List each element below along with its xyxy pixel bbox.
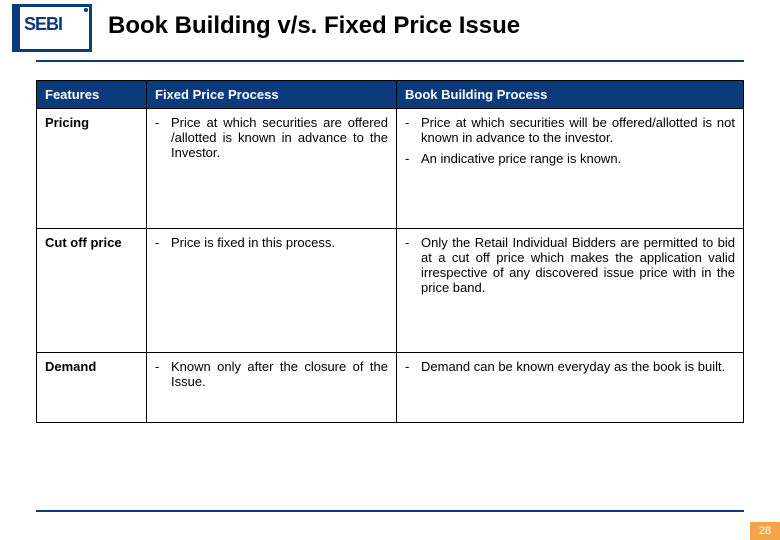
logo-text: SEBI: [24, 14, 62, 35]
col-header-features: Features: [37, 81, 147, 109]
footer-rule: [36, 510, 744, 512]
book-cell: -Demand can be known everyday as the boo…: [397, 353, 744, 423]
sebi-logo: SEBI: [12, 4, 92, 52]
feature-cell: Cut off price: [37, 229, 147, 353]
header: SEBI Book Building v/s. Fixed Price Issu…: [0, 0, 780, 52]
col-header-fixed: Fixed Price Process: [147, 81, 397, 109]
fixed-cell: -Price is fixed in this process.: [147, 229, 397, 353]
book-cell: -Price at which securities will be offer…: [397, 109, 744, 229]
table-row: Demand -Known only after the closure of …: [37, 353, 744, 423]
fixed-cell: -Known only after the closure of the Iss…: [147, 353, 397, 423]
table-row: Cut off price -Price is fixed in this pr…: [37, 229, 744, 353]
comparison-table: Features Fixed Price Process Book Buildi…: [36, 80, 744, 423]
page-title: Book Building v/s. Fixed Price Issue: [108, 12, 780, 40]
col-header-book: Book Building Process: [397, 81, 744, 109]
fixed-cell: -Price at which securities are offered /…: [147, 109, 397, 229]
page-number-badge: 28: [750, 522, 780, 540]
feature-cell: Pricing: [37, 109, 147, 229]
book-cell: -Only the Retail Individual Bidders are …: [397, 229, 744, 353]
table-row: Pricing -Price at which securities are o…: [37, 109, 744, 229]
feature-cell: Demand: [37, 353, 147, 423]
